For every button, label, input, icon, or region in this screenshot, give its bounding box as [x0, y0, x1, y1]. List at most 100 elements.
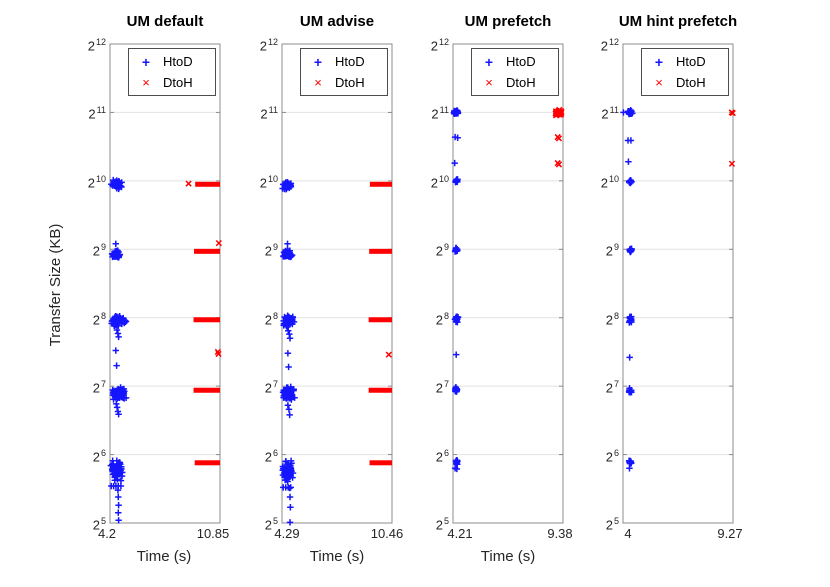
htod-marker — [109, 251, 117, 258]
htod-marker — [285, 327, 292, 334]
dtoh-band — [193, 317, 220, 323]
htod-marker — [286, 320, 293, 327]
htod-marker — [626, 386, 633, 394]
htod-marker — [286, 411, 293, 419]
htod-marker — [454, 134, 461, 141]
htod-marker — [284, 240, 291, 248]
y-tick-exponent: 8 — [613, 310, 619, 321]
dtoh-marker — [557, 110, 564, 117]
htod-marker — [114, 317, 121, 324]
htod-marker — [627, 108, 635, 116]
y-tick-exponent: 7 — [272, 379, 278, 390]
axes-box — [109, 43, 221, 524]
y-tick-exponent: 10 — [438, 173, 449, 184]
htod-marker — [620, 109, 627, 116]
dtoh-marker — [728, 160, 736, 167]
y-tick-exponent: 11 — [609, 105, 619, 116]
htod-marker — [627, 247, 634, 255]
x-tick-label: 10.46 — [370, 526, 404, 541]
dtoh-marker — [729, 109, 736, 117]
y-tick-label: 29 — [264, 242, 278, 259]
dtoh-cross-icon: × — [142, 74, 150, 90]
htod-marker — [286, 335, 294, 342]
subplot-um-advise — [279, 43, 393, 526]
legend-label: HtoD — [676, 54, 706, 69]
x-tick-label: 10.85 — [196, 526, 230, 541]
y-tick-label: 210 — [87, 173, 106, 191]
y-tick-label: 212 — [87, 37, 106, 54]
htod-marker — [109, 460, 117, 468]
y-tick-label: 26 — [92, 447, 106, 464]
dtoh-band — [369, 248, 392, 254]
y-tick-exponent: 6 — [100, 447, 106, 458]
dtoh-marker — [555, 161, 563, 168]
y-tick-exponent: 9 — [100, 242, 106, 253]
legend-entry-htod: + HtoD — [301, 51, 387, 72]
y-tick-label: 211 — [88, 105, 106, 122]
subplot-um-default — [107, 43, 222, 524]
htod-marker — [114, 466, 121, 474]
y-tick-exponent: 9 — [443, 242, 449, 253]
axes-box — [622, 43, 734, 524]
x-axis-label: Time (s) — [480, 548, 536, 565]
htod-marker — [452, 351, 460, 358]
htod-marker — [453, 388, 460, 395]
y-tick-exponent: 9 — [613, 242, 619, 253]
y-tick-exponent: 10 — [267, 173, 278, 184]
y-tick-exponent: 6 — [272, 447, 278, 458]
y-tick-label: 210 — [259, 173, 278, 191]
y-tick-label: 210 — [600, 173, 619, 191]
y-tick-exponent: 11 — [96, 105, 106, 116]
htod-marker — [114, 486, 122, 494]
y-tick-exponent: 12 — [267, 37, 278, 47]
htod-marker — [113, 326, 121, 334]
y-tick-label: 27 — [435, 379, 449, 396]
legend-entry-htod: + HtoD — [642, 51, 728, 72]
htod-marker — [113, 404, 121, 411]
htod-marker — [452, 244, 460, 252]
dtoh-marker — [215, 350, 222, 358]
dtoh-band — [195, 181, 220, 187]
y-tick-exponent: 12 — [608, 37, 619, 47]
y-tick-exponent: 10 — [608, 173, 619, 184]
y-tick-label: 212 — [600, 37, 619, 54]
y-tick-exponent: 9 — [272, 242, 278, 253]
y-tick-label: 25 — [264, 516, 278, 533]
htod-marker — [115, 493, 122, 501]
x-axis-label: Time (s) — [136, 548, 192, 565]
htod-marker — [115, 502, 122, 509]
y-tick-label: 27 — [264, 379, 278, 396]
legend-label: DtoH — [335, 75, 365, 90]
dtoh-band — [368, 317, 392, 323]
htod-marker — [627, 178, 634, 185]
axes-box — [281, 43, 393, 524]
y-tick-label: 211 — [260, 105, 278, 122]
htod-marker — [117, 477, 125, 484]
y-tick-label: 25 — [92, 516, 106, 533]
htod-marker — [112, 313, 119, 320]
y-tick-label: 27 — [605, 379, 619, 396]
htod-marker — [286, 519, 294, 526]
y-tick-label: 210 — [430, 173, 449, 191]
htod-marker — [282, 318, 290, 325]
dtoh-cross-icon: × — [314, 74, 322, 90]
dtoh-marker — [215, 239, 222, 247]
htod-marker — [287, 457, 295, 465]
y-tick-exponent: 10 — [95, 173, 106, 184]
htod-marker — [453, 176, 460, 183]
legend-entry-dtoh: × DtoH — [129, 72, 215, 93]
htod-marker — [288, 253, 295, 260]
legend-label: HtoD — [335, 54, 365, 69]
htod-marker — [115, 410, 122, 418]
y-tick-label: 28 — [92, 310, 106, 328]
y-tick-exponent: 6 — [443, 447, 449, 458]
dtoh-band — [369, 460, 392, 466]
y-tick-exponent: 12 — [95, 37, 106, 47]
htod-marker — [285, 313, 292, 320]
htod-marker — [453, 316, 461, 323]
htod-marker — [284, 350, 292, 357]
htod-marker — [282, 248, 290, 256]
y-tick-exponent: 11 — [439, 105, 449, 116]
y-tick-label: 29 — [435, 242, 449, 259]
